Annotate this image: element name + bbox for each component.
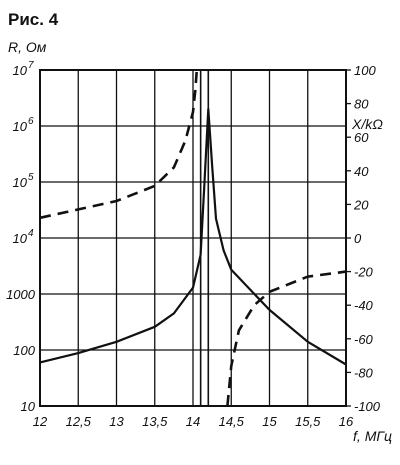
resistance-curve xyxy=(39,108,347,366)
y-left-tick-label: 10 xyxy=(13,231,28,246)
x-tick-label: 15,5 xyxy=(295,414,321,429)
chart-grid xyxy=(39,69,347,407)
x-tick-label: 13 xyxy=(109,414,124,429)
y-left-tick-exponent: 6 xyxy=(28,116,34,127)
y-left-tick-label: 10 xyxy=(13,119,28,134)
y-right-tick-label: 20 xyxy=(353,197,369,212)
y-left-tick-label: 1000 xyxy=(6,287,36,302)
y-right-axis-label: X/kΩ xyxy=(351,116,383,132)
y-left-tick-exponent: 4 xyxy=(28,228,34,239)
chart-marks xyxy=(39,69,347,407)
reactance-curve xyxy=(39,69,199,220)
x-tick-label: 14 xyxy=(186,414,200,429)
x-tick-label: 13,5 xyxy=(142,414,168,429)
x-tick-label: 12,5 xyxy=(66,414,92,429)
y-left-tick-label: 10 xyxy=(13,63,28,78)
y-left-tick-exponent: 7 xyxy=(28,60,34,71)
y-right-tick-label: 80 xyxy=(354,97,369,112)
y-right-tick-label: -80 xyxy=(354,365,374,380)
y-right-tick-label: -60 xyxy=(354,332,374,347)
x-tick-label: 16 xyxy=(339,414,354,429)
y-right-tick-label: 60 xyxy=(354,130,369,145)
y-left-tick-label: 10 xyxy=(13,175,28,190)
y-left-tick-label: 10 xyxy=(21,399,36,414)
y-left-axis-label: R, Ом xyxy=(8,39,47,55)
y-right-tick-label: 100 xyxy=(354,63,376,78)
y-right-tick-label: -20 xyxy=(354,265,374,280)
plot-frame xyxy=(39,69,351,407)
y-left-tick-exponent: 5 xyxy=(28,172,34,183)
x-tick-label: 14,5 xyxy=(219,414,245,429)
y-right-tick-label: -100 xyxy=(354,399,381,414)
y-left-tick-label: 100 xyxy=(13,343,35,358)
y-right-tick-label: -40 xyxy=(354,298,374,313)
y-right-tick-label: 40 xyxy=(354,164,369,179)
x-axis-label: f, МГц xyxy=(353,428,392,444)
x-tick-label: 15 xyxy=(262,414,277,429)
x-tick-label: 12 xyxy=(33,414,48,429)
figure-title: Рис. 4 xyxy=(8,10,59,29)
y-right-tick-label: 0 xyxy=(354,231,362,246)
reactance-curve xyxy=(226,270,347,407)
